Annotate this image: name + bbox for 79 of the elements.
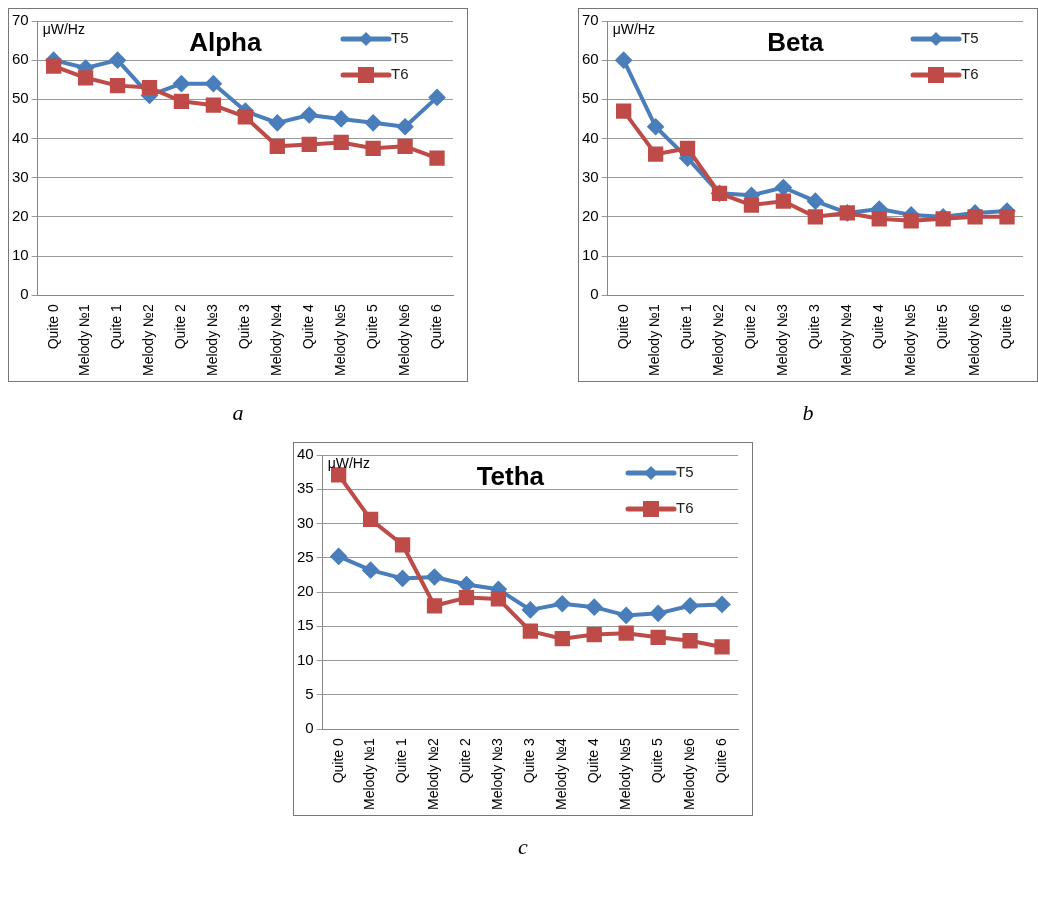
x-tick-label: Melody №3 — [774, 303, 791, 376]
x-tick-label: Quite 1 — [678, 303, 695, 350]
x-tick-label: Quite 3 — [236, 303, 253, 350]
x-tick-label: Melody №1 — [76, 303, 93, 376]
legend-label: T6 — [676, 499, 694, 517]
x-tick-label: Quite 6 — [712, 737, 729, 784]
y-tick-label: 35 — [297, 479, 314, 497]
y-tick-label: 40 — [297, 445, 314, 463]
y-tick-label: 50 — [582, 89, 599, 107]
legend-label: T5 — [961, 29, 979, 47]
y-tick-label: 0 — [305, 719, 314, 737]
x-tick-label: Melody №4 — [268, 303, 285, 376]
chart-title: Alpha — [189, 27, 262, 58]
x-tick-label: Melody №3 — [489, 737, 506, 810]
x-tick-label: Quite 3 — [806, 303, 823, 350]
y-tick-label: 20 — [12, 206, 29, 224]
x-tick-label: Quite 5 — [648, 737, 665, 784]
x-tick-label: Quite 4 — [585, 737, 602, 784]
x-tick-label: Melody №6 — [965, 303, 982, 376]
legend-label: T6 — [391, 65, 409, 83]
x-tick-label: Melody №3 — [204, 303, 221, 376]
x-tick-label: Melody №5 — [617, 737, 634, 810]
x-tick-label: Melody №4 — [553, 737, 570, 810]
legend-label: T6 — [961, 65, 979, 83]
y-tick-label: 30 — [297, 513, 314, 531]
y-tick-label: 50 — [12, 89, 29, 107]
legend-label: T5 — [391, 29, 409, 47]
x-tick-label: Quite 4 — [870, 303, 887, 350]
legend-label: T5 — [676, 463, 694, 481]
x-tick-label: Quite 2 — [742, 303, 759, 350]
x-tick-label: Melody №2 — [425, 737, 442, 810]
x-tick-label: Quite 1 — [393, 737, 410, 784]
y-axis-title: μW/Hz — [42, 20, 85, 37]
x-tick-label: Quite 0 — [44, 303, 61, 350]
x-tick-label: Quite 2 — [457, 737, 474, 784]
x-tick-label: Quite 2 — [172, 303, 189, 350]
x-tick-label: Melody №5 — [902, 303, 919, 376]
y-tick-label: 40 — [582, 128, 599, 146]
y-tick-label: 15 — [297, 616, 314, 634]
y-tick-label: 20 — [582, 206, 599, 224]
chart-title: Beta — [767, 27, 825, 58]
y-tick-label: 0 — [590, 285, 599, 303]
y-tick-label: 20 — [297, 582, 314, 600]
x-tick-label: Quite 1 — [108, 303, 125, 350]
y-tick-label: 70 — [582, 11, 599, 29]
x-tick-label: Melody №2 — [140, 303, 157, 376]
x-tick-label: Quite 3 — [521, 737, 538, 784]
x-tick-label: Quite 0 — [614, 303, 631, 350]
y-axis-title: μW/Hz — [327, 454, 370, 471]
y-axis-title: μW/Hz — [612, 20, 655, 37]
x-tick-label: Melody №2 — [710, 303, 727, 376]
y-tick-label: 25 — [297, 547, 314, 565]
y-tick-label: 10 — [12, 246, 29, 264]
chart-title: Tetha — [476, 461, 545, 492]
x-tick-label: Melody №6 — [680, 737, 697, 810]
y-tick-label: 60 — [582, 50, 599, 68]
x-tick-label: Melody №1 — [646, 303, 663, 376]
y-tick-label: 0 — [20, 285, 29, 303]
x-tick-label: Melody №4 — [838, 303, 855, 376]
y-tick-label: 30 — [12, 167, 29, 185]
y-tick-label: 10 — [582, 246, 599, 264]
text: a — [231, 400, 245, 426]
x-tick-label: Melody №6 — [395, 303, 412, 376]
text: b — [801, 400, 815, 426]
x-tick-label: Quite 4 — [300, 303, 317, 350]
x-tick-label: Quite 5 — [363, 303, 380, 350]
y-tick-label: 10 — [297, 650, 314, 668]
text: c — [517, 834, 529, 860]
y-tick-label: 70 — [12, 11, 29, 29]
x-tick-label: Quite 0 — [329, 737, 346, 784]
x-tick-label: Melody №5 — [332, 303, 349, 376]
x-tick-label: Quite 6 — [427, 303, 444, 350]
y-tick-label: 40 — [12, 128, 29, 146]
y-tick-label: 60 — [12, 50, 29, 68]
y-tick-label: 30 — [582, 167, 599, 185]
x-tick-label: Quite 5 — [933, 303, 950, 350]
x-tick-label: Melody №1 — [361, 737, 378, 810]
y-tick-label: 5 — [305, 685, 314, 703]
x-tick-label: Quite 6 — [997, 303, 1014, 350]
